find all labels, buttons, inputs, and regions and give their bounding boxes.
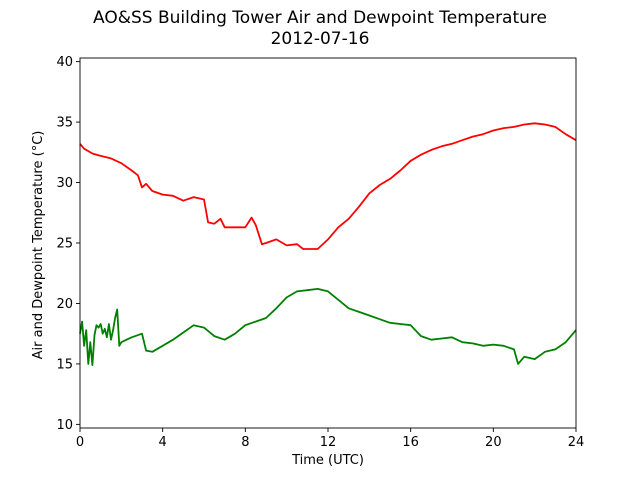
x-tick-label: 4: [159, 435, 167, 450]
x-tick-label: 16: [402, 435, 419, 450]
x-axis-label: Time (UTC): [292, 453, 364, 468]
series-line-2: [79, 287, 577, 367]
x-tick-label: 8: [241, 435, 249, 450]
y-tick-label: 15: [56, 357, 73, 372]
axes-frame: [79, 57, 577, 429]
chart-subtitle: 2012-07-16: [270, 29, 370, 49]
y-tick-label: 10: [56, 418, 73, 433]
series-line-1: [79, 122, 577, 250]
x-tick-label: 20: [485, 435, 502, 450]
y-tick-label: 40: [56, 55, 73, 70]
chart-title: AO&SS Building Tower Air and Dewpoint Te…: [92, 8, 547, 28]
x-tick-label: 0: [76, 435, 84, 450]
y-axis-label: Air and Dewpoint Temperature (°C): [31, 130, 46, 360]
x-tick-label: 12: [320, 435, 337, 450]
y-tick-label: 25: [56, 237, 73, 252]
y-tick-label: 35: [56, 116, 73, 131]
y-tick-label: 20: [56, 297, 73, 312]
x-tick-label: 24: [568, 435, 585, 450]
y-tick-label: 30: [56, 176, 73, 191]
